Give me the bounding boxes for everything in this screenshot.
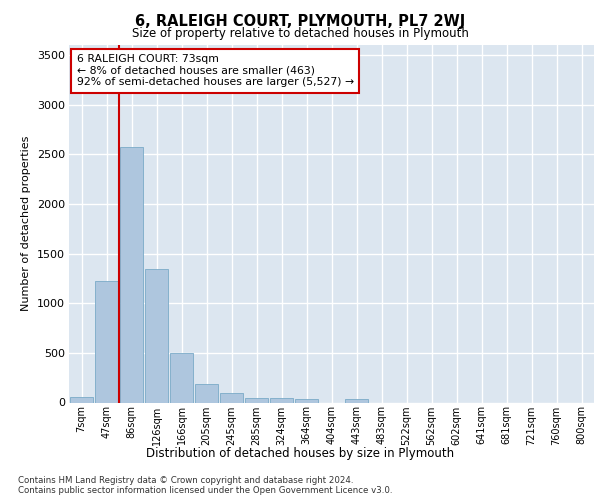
- Text: 6, RALEIGH COURT, PLYMOUTH, PL7 2WJ: 6, RALEIGH COURT, PLYMOUTH, PL7 2WJ: [135, 14, 465, 29]
- Y-axis label: Number of detached properties: Number of detached properties: [21, 136, 31, 312]
- Bar: [170, 353, 193, 403]
- Bar: [295, 399, 319, 402]
- Text: Distribution of detached houses by size in Plymouth: Distribution of detached houses by size …: [146, 448, 454, 460]
- Text: 6 RALEIGH COURT: 73sqm
← 8% of detached houses are smaller (463)
92% of semi-det: 6 RALEIGH COURT: 73sqm ← 8% of detached …: [77, 54, 354, 87]
- Bar: [70, 397, 94, 402]
- Bar: [344, 399, 368, 402]
- Bar: [194, 384, 218, 402]
- Bar: [145, 270, 169, 402]
- Text: Contains HM Land Registry data © Crown copyright and database right 2024.: Contains HM Land Registry data © Crown c…: [18, 476, 353, 485]
- Bar: [95, 281, 118, 402]
- Bar: [220, 392, 244, 402]
- Bar: [119, 147, 143, 403]
- Bar: [269, 398, 293, 402]
- Bar: [245, 398, 268, 402]
- Text: Contains public sector information licensed under the Open Government Licence v3: Contains public sector information licen…: [18, 486, 392, 495]
- Text: Size of property relative to detached houses in Plymouth: Size of property relative to detached ho…: [131, 28, 469, 40]
